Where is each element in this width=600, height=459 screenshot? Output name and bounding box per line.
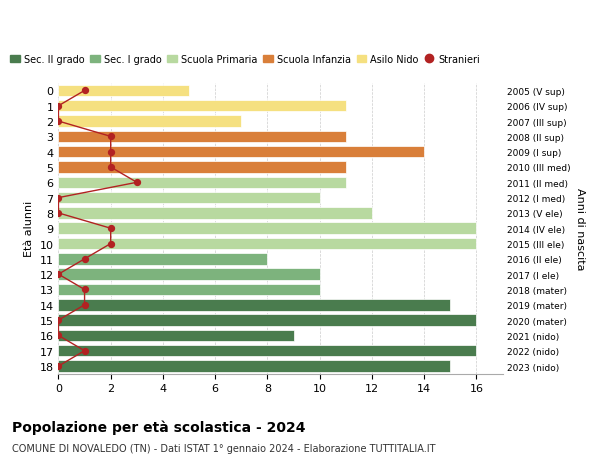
Point bbox=[106, 134, 115, 141]
Point bbox=[106, 149, 115, 156]
Point bbox=[80, 256, 89, 263]
Point bbox=[80, 347, 89, 355]
Point bbox=[53, 363, 63, 370]
Point bbox=[80, 88, 89, 95]
Point bbox=[80, 302, 89, 309]
Bar bbox=[58, 162, 346, 174]
Bar bbox=[58, 238, 476, 250]
Y-axis label: Anni di nascita: Anni di nascita bbox=[575, 188, 585, 270]
Bar bbox=[58, 116, 241, 128]
Point bbox=[53, 103, 63, 110]
Point bbox=[106, 225, 115, 232]
Point bbox=[80, 286, 89, 293]
Bar bbox=[58, 208, 372, 219]
Text: COMUNE DI NOVALEDO (TN) - Dati ISTAT 1° gennaio 2024 - Elaborazione TUTTITALIA.I: COMUNE DI NOVALEDO (TN) - Dati ISTAT 1° … bbox=[12, 443, 436, 453]
Point bbox=[106, 241, 115, 248]
Bar bbox=[58, 192, 320, 204]
Bar bbox=[58, 345, 476, 357]
Point bbox=[106, 164, 115, 171]
Point bbox=[53, 317, 63, 324]
Y-axis label: Età alunni: Età alunni bbox=[24, 201, 34, 257]
Point bbox=[53, 118, 63, 125]
Bar bbox=[58, 269, 320, 280]
Bar bbox=[58, 85, 189, 97]
Bar bbox=[58, 360, 451, 372]
Bar bbox=[58, 146, 424, 158]
Text: Popolazione per età scolastica - 2024: Popolazione per età scolastica - 2024 bbox=[12, 420, 305, 435]
Bar bbox=[58, 315, 476, 326]
Legend: Sec. II grado, Sec. I grado, Scuola Primaria, Scuola Infanzia, Asilo Nido, Stran: Sec. II grado, Sec. I grado, Scuola Prim… bbox=[6, 50, 484, 68]
Bar bbox=[58, 223, 476, 235]
Bar bbox=[58, 131, 346, 143]
Bar bbox=[58, 284, 320, 296]
Point bbox=[53, 195, 63, 202]
Point bbox=[132, 179, 142, 186]
Bar bbox=[58, 177, 346, 189]
Point bbox=[53, 332, 63, 339]
Bar bbox=[58, 101, 346, 112]
Bar bbox=[58, 330, 293, 341]
Point bbox=[53, 271, 63, 278]
Bar bbox=[58, 253, 268, 265]
Bar bbox=[58, 299, 451, 311]
Point bbox=[53, 210, 63, 217]
